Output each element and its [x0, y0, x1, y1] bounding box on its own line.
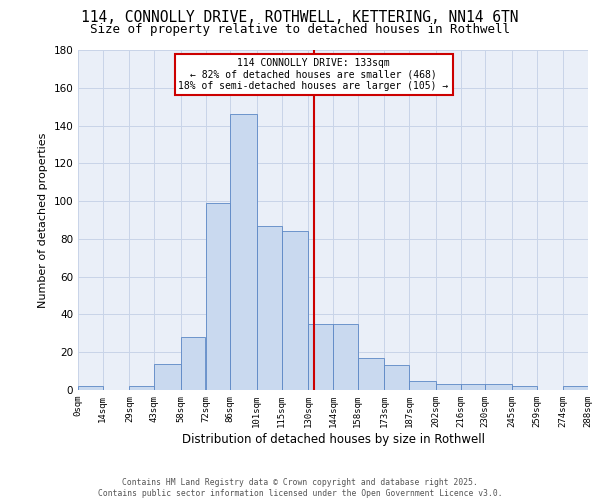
Bar [181, 337, 205, 390]
Bar [385, 366, 409, 390]
Text: Contains HM Land Registry data © Crown copyright and database right 2025.
Contai: Contains HM Land Registry data © Crown c… [98, 478, 502, 498]
Y-axis label: Number of detached properties: Number of detached properties [38, 132, 48, 308]
Text: 114 CONNOLLY DRIVE: 133sqm
← 82% of detached houses are smaller (468)
18% of sem: 114 CONNOLLY DRIVE: 133sqm ← 82% of deta… [178, 58, 449, 91]
Bar [205, 203, 230, 390]
Bar [436, 384, 461, 390]
Bar [130, 386, 154, 390]
Bar [281, 232, 308, 390]
Bar [563, 386, 588, 390]
Bar [461, 384, 485, 390]
Bar [154, 364, 181, 390]
Bar [308, 324, 333, 390]
Bar [512, 386, 536, 390]
Bar [358, 358, 385, 390]
Text: Size of property relative to detached houses in Rothwell: Size of property relative to detached ho… [90, 22, 510, 36]
X-axis label: Distribution of detached houses by size in Rothwell: Distribution of detached houses by size … [182, 432, 485, 446]
Bar [257, 226, 281, 390]
Bar [78, 386, 103, 390]
Bar [409, 380, 436, 390]
Bar [230, 114, 257, 390]
Text: 114, CONNOLLY DRIVE, ROTHWELL, KETTERING, NN14 6TN: 114, CONNOLLY DRIVE, ROTHWELL, KETTERING… [81, 10, 519, 25]
Bar [485, 384, 512, 390]
Bar [333, 324, 358, 390]
